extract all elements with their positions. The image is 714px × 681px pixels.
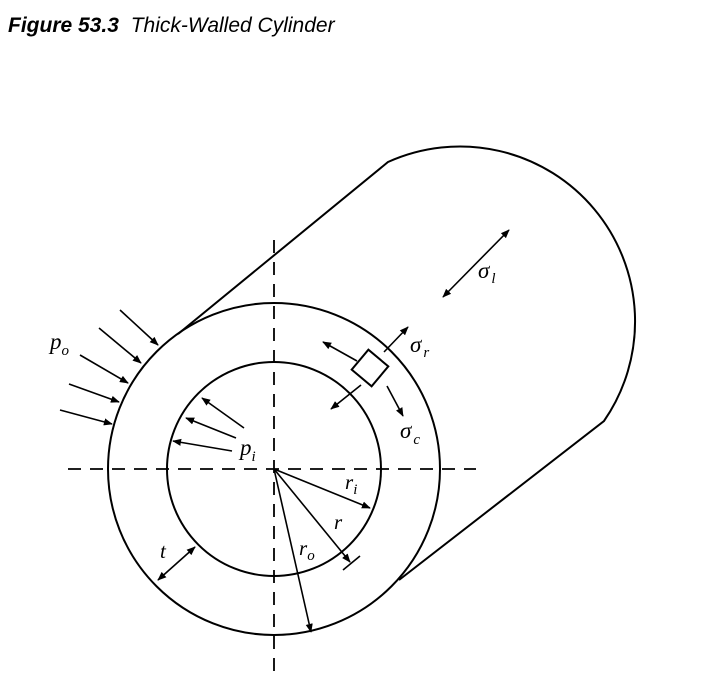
longitudinal-stress-arrow <box>442 229 510 298</box>
inner-radius-arrow <box>273 468 371 509</box>
inner-pressure-arrow <box>185 417 237 439</box>
general-radius-arrow <box>273 468 351 563</box>
outer-pressure-arrow <box>59 409 113 426</box>
cylinder-silhouette <box>177 145 637 581</box>
figure-number: Figure 53.3 <box>8 14 119 37</box>
thickness-label: t <box>160 539 167 563</box>
inward-stress-arrow <box>330 384 362 410</box>
circumferential-stress-arrow <box>322 341 358 362</box>
figure-caption: Figure 53.3 Thick-Walled Cylinder <box>8 14 335 38</box>
radius-tick <box>342 555 361 571</box>
outer-pressure-arrow <box>98 327 142 364</box>
outer-pressure-label: po <box>48 329 70 359</box>
outer-pressure-arrow <box>119 309 159 346</box>
circumferential-stress-arrow <box>386 385 404 417</box>
general-radius-label: r <box>334 510 343 534</box>
outer-pressure-arrow <box>79 354 129 384</box>
inner-pressure-arrow <box>172 438 233 452</box>
outer-radius-label: ro <box>299 536 315 564</box>
inner-pressure-arrow <box>201 397 245 429</box>
inner-pressure-label: pi <box>238 435 256 465</box>
outer-circle <box>107 302 441 636</box>
stress-element <box>350 348 390 388</box>
radial-stress-arrow <box>383 326 409 353</box>
inner-radius-label: ri <box>345 470 357 498</box>
figure-title: Thick-Walled Cylinder <box>130 14 335 37</box>
outer-pressure-arrow <box>68 383 120 403</box>
thickness-arrow <box>157 546 196 581</box>
outer-radius-arrow <box>273 468 313 633</box>
